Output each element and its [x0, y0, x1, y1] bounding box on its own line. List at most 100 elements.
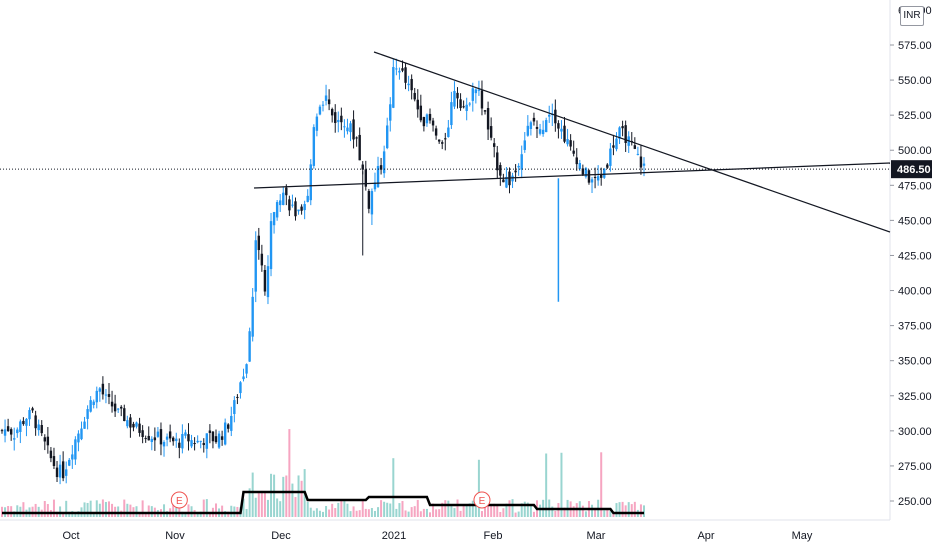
- volume-bar: [474, 500, 477, 517]
- candle-body: [49, 450, 53, 459]
- candle-body: [581, 168, 585, 175]
- volume-bar: [181, 511, 184, 517]
- candle-body: [144, 438, 147, 440]
- candle-body: [9, 429, 13, 435]
- volume-bar: [144, 512, 147, 517]
- volume-bar: [529, 505, 532, 517]
- volume-bar: [358, 510, 361, 517]
- candles: [0, 58, 646, 485]
- candle-body: [361, 164, 364, 170]
- volume-bar: [373, 510, 376, 517]
- y-tick-label: 350.00: [898, 356, 932, 368]
- candle-body: [120, 406, 123, 409]
- candle-body: [175, 438, 178, 441]
- candle-body: [456, 92, 459, 99]
- x-tick-label: Apr: [697, 530, 714, 542]
- candle-body: [58, 464, 62, 478]
- currency-badge[interactable]: INR: [900, 6, 924, 26]
- candle-body: [511, 175, 514, 182]
- candle-body: [282, 192, 285, 205]
- candle-body: [217, 433, 221, 448]
- candle-body: [600, 173, 603, 178]
- y-tick-label: 450.00: [898, 215, 932, 227]
- candle-body: [71, 454, 74, 460]
- last-price-badge: [891, 160, 932, 179]
- y-tick-label: 425.00: [898, 250, 932, 262]
- volume-bar: [59, 506, 62, 517]
- candle-body: [410, 78, 413, 91]
- volume-bar: [404, 510, 407, 517]
- volume-bar: [92, 512, 95, 517]
- candle-body: [364, 169, 367, 187]
- volume-bar: [46, 504, 49, 517]
- candle-body: [447, 127, 450, 138]
- volume-bar: [551, 506, 554, 517]
- volume-bar: [318, 510, 321, 517]
- candle-body: [199, 440, 202, 442]
- candle-body: [159, 429, 163, 445]
- volume-bar: [325, 505, 328, 517]
- candle-body: [309, 164, 312, 201]
- candle-body: [334, 112, 337, 123]
- volume-bar: [419, 511, 422, 517]
- candle-body: [560, 128, 563, 132]
- earnings-marker[interactable]: [170, 491, 188, 509]
- candle-body: [566, 139, 569, 145]
- y-tick-label: 400.00: [898, 286, 932, 298]
- candle-body: [453, 90, 456, 107]
- candle-body: [441, 142, 444, 144]
- y-tick-label: 375.00: [898, 321, 932, 333]
- volume-bar: [563, 507, 566, 517]
- candle-body: [407, 83, 410, 86]
- candle-body: [624, 125, 627, 143]
- candle-body: [349, 123, 352, 133]
- candle-body: [517, 165, 520, 168]
- candle-body: [113, 403, 117, 412]
- candle-body: [242, 376, 245, 380]
- resistance-trendline[interactable]: [373, 51, 891, 233]
- candle-body: [398, 70, 401, 73]
- volume-bar: [294, 497, 297, 517]
- candle-body: [68, 459, 71, 466]
- volume-bar: [584, 511, 587, 517]
- volume-bar: [233, 506, 236, 517]
- volume-bar: [355, 510, 358, 517]
- candle-body: [532, 117, 536, 122]
- candle-body: [181, 434, 184, 449]
- candle-body: [462, 106, 465, 108]
- volume-bar: [532, 511, 535, 517]
- volume-bar: [349, 511, 352, 517]
- candle-body: [330, 109, 334, 116]
- candle-body: [526, 125, 530, 136]
- candle-body: [541, 129, 545, 135]
- volume-bar: [560, 452, 563, 517]
- volume-bar: [447, 500, 450, 517]
- candle-body: [373, 182, 377, 190]
- candle-body: [450, 102, 453, 126]
- volume-bar: [572, 506, 575, 517]
- candle-body: [266, 266, 270, 298]
- candle-body: [55, 467, 59, 478]
- volume-bar: [462, 503, 465, 517]
- candle-body: [563, 125, 566, 142]
- candle-body: [489, 126, 493, 138]
- earnings-marker[interactable]: [473, 491, 491, 509]
- volume-bar: [334, 508, 337, 517]
- x-tick-label: Nov: [165, 530, 185, 542]
- candle-body: [89, 400, 92, 412]
- volume-bar: [386, 502, 389, 517]
- candle-body: [288, 199, 291, 211]
- volume-bar: [450, 505, 453, 517]
- candle-body: [465, 104, 468, 111]
- support-trendline[interactable]: [253, 162, 891, 189]
- volume-bar: [499, 512, 502, 517]
- candle-body: [428, 113, 432, 121]
- candle-body: [606, 164, 609, 168]
- volume-bar: [138, 512, 141, 517]
- volume-bar: [523, 501, 526, 517]
- candle-body: [306, 195, 309, 202]
- y-tick-label: 525.00: [898, 110, 932, 122]
- candle-body: [425, 114, 429, 124]
- candle-body: [572, 150, 575, 154]
